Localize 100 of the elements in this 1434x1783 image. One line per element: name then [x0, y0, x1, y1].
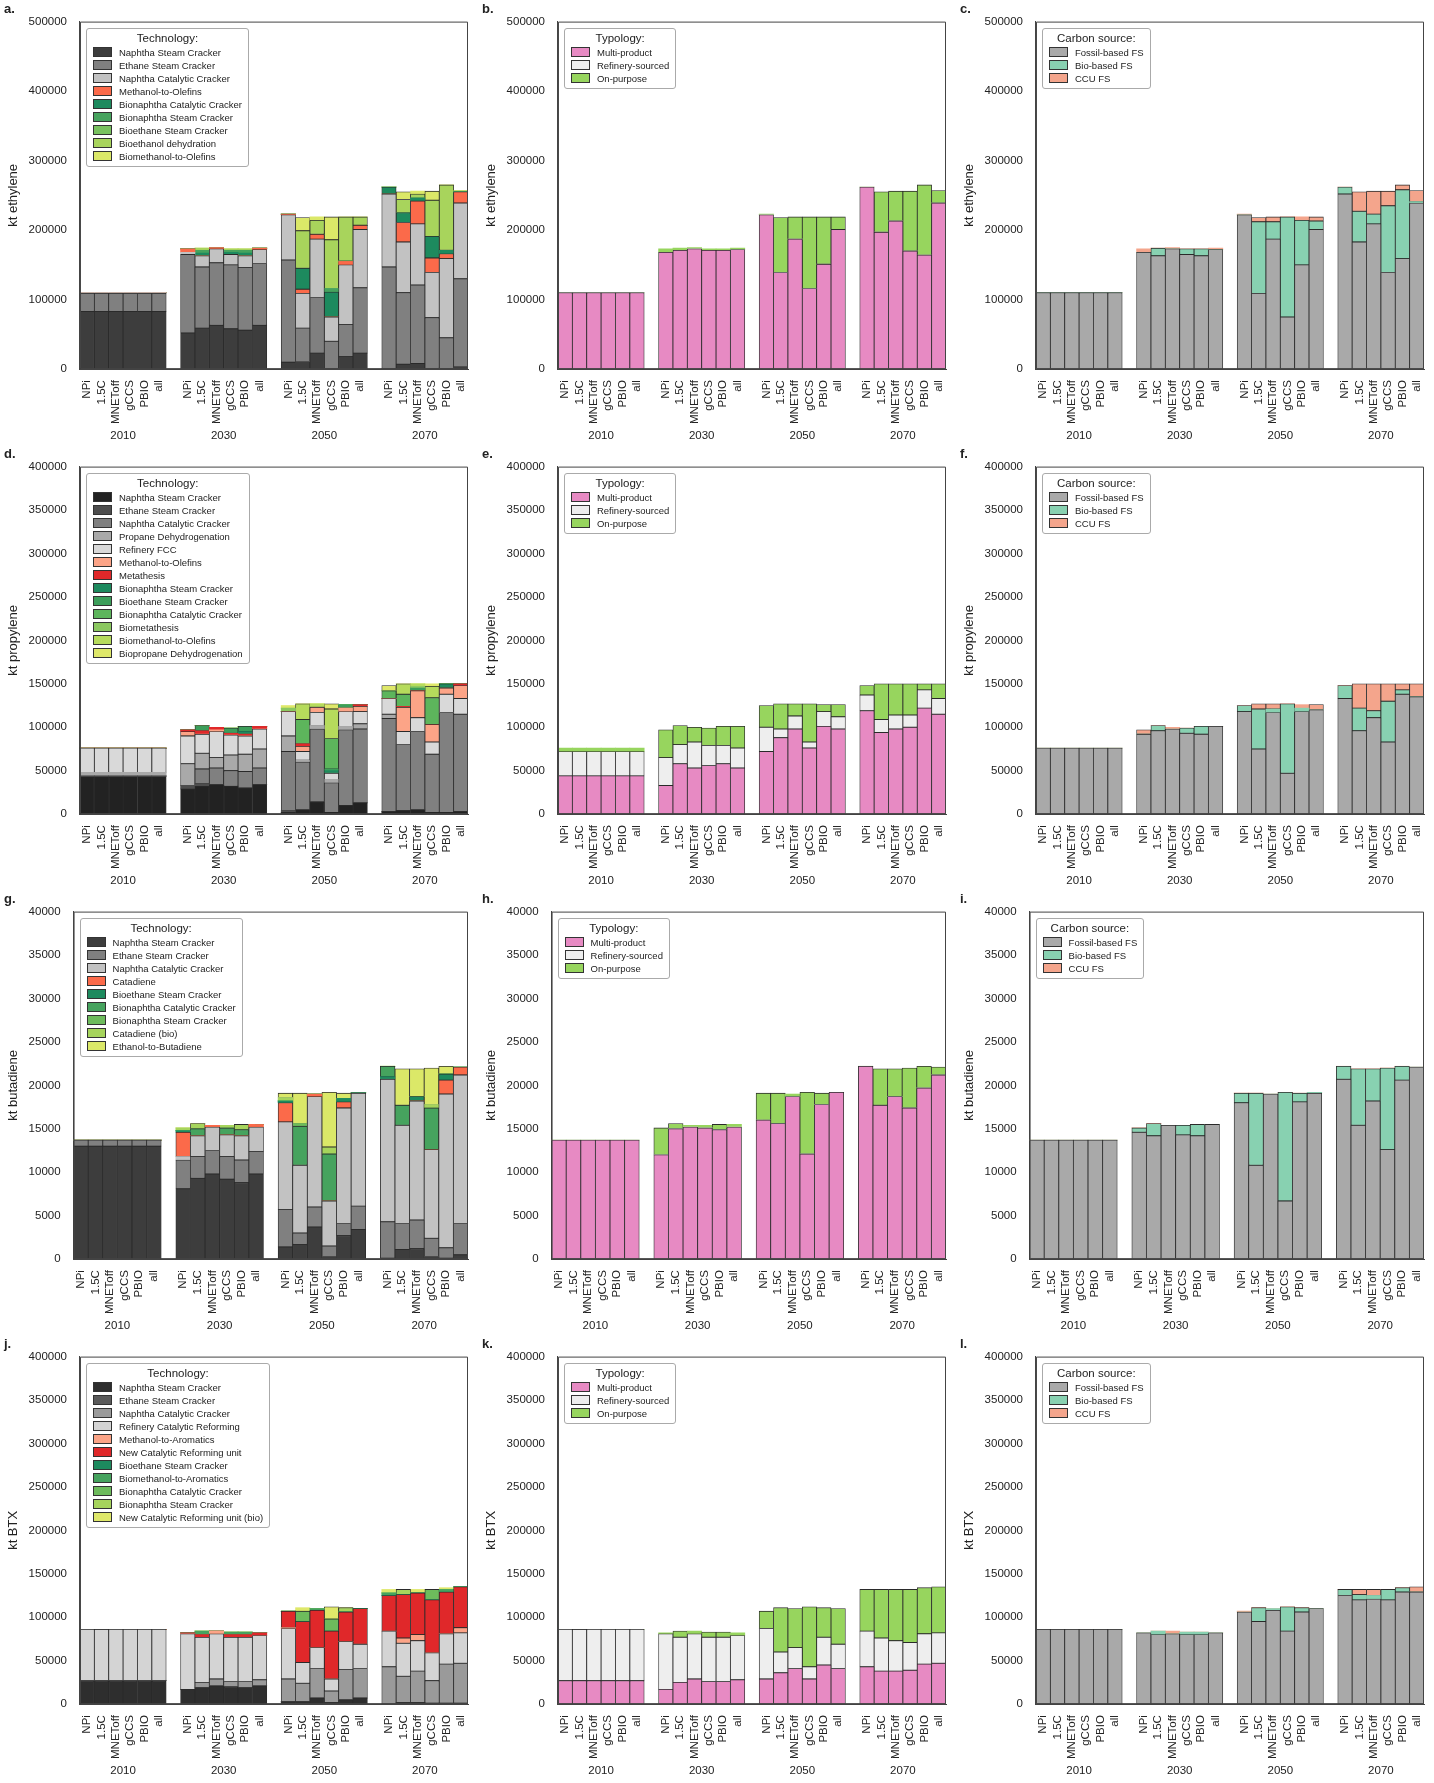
legend-title: Technology: [129, 920, 193, 936]
x-tick-label: MNEToff [788, 824, 801, 870]
y-tick-label: 200000 [984, 223, 1023, 236]
x-tick-label: PBIO [917, 825, 930, 853]
y-tick-label: 400000 [28, 1349, 67, 1362]
legend-label: Biopropane Dehydrogenation [118, 647, 243, 659]
x-tick-label: PBIO [716, 380, 729, 408]
text: 2030 [688, 1764, 715, 1777]
x-tick-label: all [252, 1715, 265, 1727]
x-tick-label: PBIO [439, 1270, 452, 1298]
x-tick-label: PBIO [339, 825, 352, 853]
y-tick-label: 200000 [506, 633, 545, 646]
x-tick-label: all [1208, 825, 1221, 837]
y-tick-label: 150000 [984, 676, 1023, 689]
x-tick-label: NPi [1237, 825, 1250, 844]
x-tick-label: MNEToff [1366, 379, 1379, 425]
legend-title: Carbon source: [1049, 920, 1131, 936]
text: 2010 [1060, 1319, 1087, 1332]
x-tick-label: gCCS [1180, 379, 1193, 411]
x-tick-label: all [831, 380, 844, 392]
x-tick-label: NPi [658, 825, 671, 844]
y-tick-label: 400000 [28, 84, 67, 97]
x-tick-label: NPi [1136, 825, 1149, 844]
legend-label: Biomethanol-to-Aromatics [118, 1472, 229, 1484]
text: 2070 [1368, 874, 1394, 887]
y-axis-title: kt butadiene [5, 1049, 21, 1121]
x-tick-label: 1.5C [195, 1715, 208, 1740]
x-tick-label: all [453, 825, 466, 837]
x-tick-label: PBIO [1194, 380, 1207, 408]
y-tick-label: 100000 [506, 292, 545, 305]
x-tick-label: 1.5C [396, 825, 409, 850]
x-tick-label: NPi [558, 1715, 571, 1734]
x-tick-label: NPi [180, 825, 193, 844]
text: 2030 [210, 429, 237, 442]
text: 2030 [210, 874, 237, 887]
y-tick-label: 400000 [506, 84, 545, 97]
y-tick-label: 200000 [506, 223, 545, 236]
legend-title: Technology: [136, 475, 200, 491]
text: 2030 [206, 1319, 233, 1332]
x-tick-label: MNEToff [1059, 1269, 1072, 1315]
x-tick-label: PBIO [1093, 380, 1106, 408]
x-tick-label: 1.5C [874, 825, 887, 850]
x-tick-label: PBIO [917, 380, 930, 408]
x-tick-label: PBIO [1093, 825, 1106, 853]
y-tick-label: 350000 [506, 503, 545, 516]
text: 2050 [1267, 1764, 1294, 1777]
text: 2070 [890, 1764, 916, 1777]
text: 2050 [309, 1319, 335, 1332]
x-tick-label: MNEToff [103, 1269, 116, 1315]
legend-label: Refinery FCC [118, 543, 177, 555]
x-tick-label: all [831, 825, 844, 837]
x-tick-label: 1.5C [1352, 1715, 1365, 1740]
x-tick-label: MNEToff [785, 1269, 798, 1315]
y-tick-label: 0 [1010, 1252, 1017, 1265]
x-tick-label: PBIO [1295, 1715, 1308, 1743]
x-tick-label: NPi [281, 380, 294, 399]
x-tick-label: gCCS [601, 379, 614, 411]
chart-title: f. [960, 446, 968, 462]
text: 2070 [890, 874, 916, 887]
x-tick-label: MNEToff [310, 379, 323, 425]
x-tick-label: MNEToff [888, 1269, 901, 1315]
x-tick-label: 1.5C [1151, 380, 1164, 405]
x-tick-label: all [730, 1715, 743, 1727]
legend-label: Bionaphtha Steam Cracker [112, 1014, 227, 1026]
text: 2010 [588, 874, 614, 887]
x-tick-label: gCCS [1073, 1269, 1086, 1301]
text: 2050 [1267, 874, 1294, 887]
y-tick-label: 40000 [984, 904, 1017, 917]
y-tick-label: 350000 [984, 503, 1023, 516]
x-tick-label: NPi [759, 1715, 772, 1734]
y-tick-label: 40000 [506, 904, 539, 917]
y-tick-label: 0 [1016, 362, 1023, 375]
y-axis-title: kt ethylene [483, 163, 499, 227]
x-tick-label: all [1108, 825, 1121, 837]
legend-label: Bioethane Steam Cracker [118, 1459, 228, 1471]
x-tick-label: MNEToff [205, 1269, 218, 1315]
x-tick-label: MNEToff [888, 824, 901, 870]
y-tick-label: 5000 [990, 1208, 1017, 1221]
y-tick-label: 150000 [28, 676, 67, 689]
y-tick-label: 300000 [506, 546, 545, 559]
legend-label: New Catalytic Reforming unit (bio) [118, 1511, 264, 1523]
x-tick-label: PBIO [238, 825, 251, 853]
y-tick-label: 0 [54, 1252, 61, 1265]
x-tick-label: PBIO [615, 380, 628, 408]
y-tick-label: 150000 [506, 1566, 545, 1579]
legend-label: On-purpose [596, 517, 648, 529]
text: 2050 [789, 1764, 816, 1777]
y-tick-label: 500000 [506, 14, 545, 27]
x-tick-label: NPi [759, 380, 772, 399]
legend-label: Ethanol-to-Butadiene [112, 1040, 202, 1052]
y-axis-title: kt BTX [5, 1510, 21, 1550]
x-tick-label: gCCS [1381, 824, 1394, 856]
text: 2070 [1368, 1764, 1394, 1777]
x-tick-label: MNEToff [788, 1714, 801, 1760]
chart-title: a. [4, 1, 15, 17]
x-tick-label: all [931, 1715, 944, 1727]
x-tick-label: gCCS [1380, 1269, 1393, 1301]
x-tick-label: gCCS [123, 379, 136, 411]
x-tick-label: all [252, 380, 265, 392]
legend-label: Bionaphtha Steam Cracker [118, 111, 234, 123]
